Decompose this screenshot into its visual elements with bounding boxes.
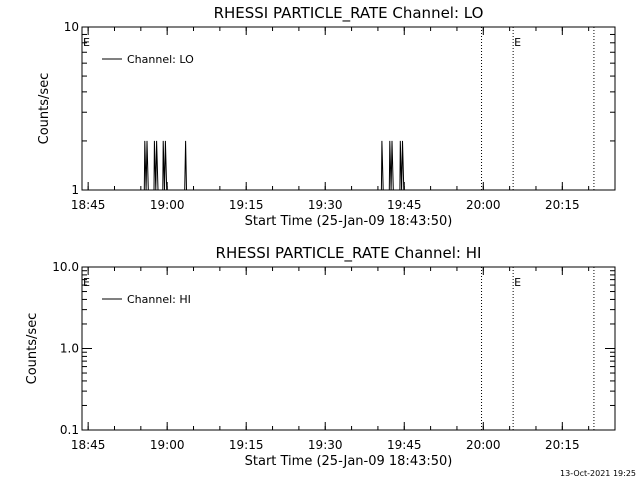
plot-title-0: RHESSI PARTICLE_RATE Channel: LO [214,4,484,23]
x-tick-label-0-0: 18:45 [71,198,106,212]
marker-label-0-2: E [514,36,521,49]
x-tick-label-1-0: 18:45 [71,438,106,452]
x-tick-label-0-3: 19:30 [308,198,343,212]
y-tick-label-0-1: 10 [64,20,79,34]
x-tick-label-1-1: 19:00 [150,438,185,452]
x-tick-label-1-6: 20:15 [545,438,580,452]
legend-entry-0: Channel: LO [127,53,194,66]
x-tick-label-1-4: 19:45 [387,438,422,452]
x-axis-label-1: Start Time (25-Jan-09 18:43:50) [245,454,453,469]
x-tick-label-0-1: 19:00 [150,198,185,212]
x-tick-label-1-3: 19:30 [308,438,343,452]
marker-label-1-2: E [514,276,521,289]
y-tick-label-1-0: 0.1 [60,423,79,437]
footer-timestamp: 13-Oct-2021 19:25 [560,469,636,478]
y-axis-label-0: Counts/sec [37,73,52,145]
series-line-0-0 [82,140,413,191]
y-tick-label-1-1: 1.0 [60,342,79,356]
y-axis-label-1: Counts/sec [25,313,40,385]
y-tick-label-0-0: 1 [71,183,79,197]
plot-title-1: RHESSI PARTICLE_RATE Channel: HI [216,244,482,263]
x-tick-label-0-2: 19:15 [229,198,264,212]
marker-label-1-0: E [83,276,90,289]
x-tick-label-0-5: 20:00 [466,198,501,212]
y-tick-label-1-2: 10.0 [52,260,79,274]
plot-frame-1 [81,266,616,431]
x-tick-label-0-4: 19:45 [387,198,422,212]
x-axis-label-0: Start Time (25-Jan-09 18:43:50) [245,214,453,229]
x-tick-label-1-5: 20:00 [466,438,501,452]
x-tick-label-0-6: 20:15 [545,198,580,212]
x-tick-label-1-2: 19:15 [229,438,264,452]
legend-entry-1: Channel: HI [127,293,191,306]
marker-label-0-0: E [83,36,90,49]
plot-frame-0 [81,26,616,191]
